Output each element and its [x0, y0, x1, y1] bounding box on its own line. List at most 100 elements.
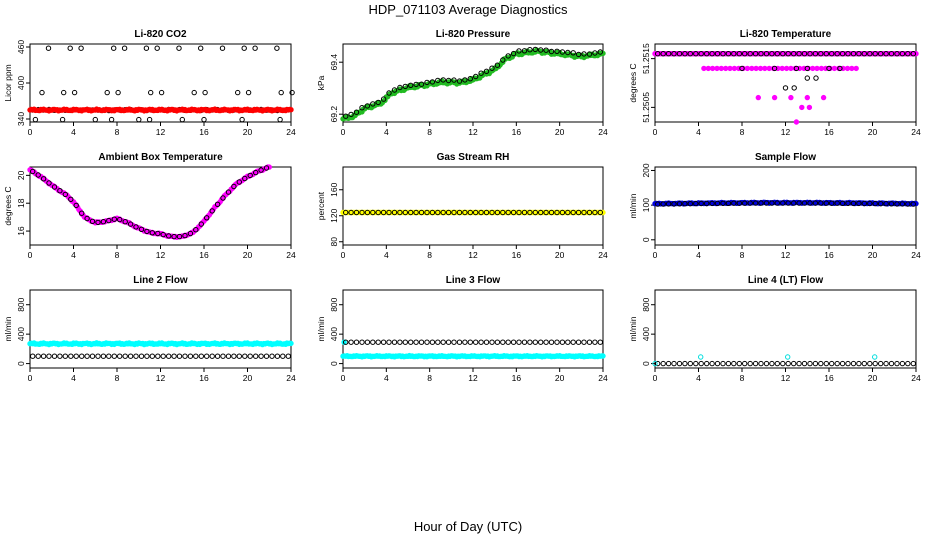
data-point [258, 353, 264, 359]
data-point [462, 339, 468, 345]
data-point [676, 360, 683, 367]
data-point [289, 89, 295, 96]
x-tick-label: 0 [653, 127, 658, 137]
data-point [570, 339, 576, 345]
y-tick-label: 18 [16, 198, 26, 208]
data-point [253, 169, 259, 176]
data-point [856, 51, 862, 57]
series-1 [30, 165, 270, 240]
data-point [143, 45, 150, 51]
data-point [413, 209, 419, 216]
data-point [527, 339, 533, 345]
y-axis-label: Licor ppm [3, 64, 13, 101]
data-point [725, 360, 732, 367]
x-tick-label: 8 [115, 250, 120, 260]
data-point [796, 51, 802, 57]
data-point [30, 168, 36, 175]
data-point [818, 200, 824, 206]
data-point [187, 353, 194, 359]
panel-ambient-box-temperature: Ambient Box Temperature 0 4 8 12 16 20 24 16 18 20… [3, 152, 296, 260]
data-point [581, 339, 587, 345]
data-point [136, 116, 142, 123]
data-point [397, 339, 403, 345]
x-tick-label: 20 [868, 373, 878, 383]
y-tick-label: 16 [16, 226, 26, 236]
data-point [829, 51, 835, 57]
data-point [878, 201, 884, 207]
data-point [397, 84, 403, 91]
data-point [478, 70, 484, 76]
x-tick-label: 24 [911, 250, 921, 260]
data-point [823, 360, 829, 367]
data-point [570, 50, 576, 56]
data-point [867, 200, 873, 207]
data-point [559, 49, 566, 55]
data-point [269, 353, 275, 359]
data-point [801, 360, 808, 367]
data-point [812, 51, 819, 57]
x-tick-label: 8 [740, 250, 745, 260]
data-point [166, 233, 172, 239]
data-point [581, 51, 587, 57]
data-point [655, 201, 661, 207]
data-point [473, 209, 479, 216]
data-point [92, 116, 99, 123]
data-point [35, 353, 41, 359]
data-point [440, 209, 446, 216]
data-point [111, 216, 118, 222]
data-point [79, 210, 85, 216]
data-point [375, 99, 381, 106]
y-tick-label: 340 [16, 112, 26, 126]
data-point [755, 94, 761, 101]
data-point [812, 200, 819, 206]
data-point [752, 360, 759, 367]
data-point [193, 353, 199, 359]
figure-title: HDP_071103 Average Diagnostics [368, 2, 568, 17]
data-point [538, 339, 544, 345]
data-point [872, 360, 878, 367]
data-point [731, 65, 738, 72]
data-point [771, 94, 778, 101]
x-tick-label: 8 [427, 127, 432, 137]
x-tick-label: 8 [115, 127, 120, 137]
data-point [418, 339, 425, 345]
data-point [225, 189, 232, 195]
data-point [671, 51, 677, 57]
data-point [742, 51, 748, 57]
data-point [364, 103, 371, 109]
data-point [30, 353, 36, 359]
data-point [731, 360, 737, 367]
data-point [402, 209, 408, 216]
data-point [839, 51, 846, 57]
data-point [370, 339, 376, 345]
data-point [910, 201, 916, 207]
data-point [149, 353, 156, 359]
x-tick-label: 16 [824, 373, 834, 383]
data-point [247, 353, 253, 359]
x-tick-label: 4 [696, 373, 701, 383]
data-point [861, 51, 867, 57]
data-point [46, 180, 52, 186]
data-point [84, 215, 90, 222]
data-point [853, 65, 859, 72]
data-point [182, 232, 188, 239]
panel-title: Line 3 Flow [446, 275, 501, 286]
data-point [138, 226, 145, 233]
data-point [693, 360, 699, 367]
data-point [505, 209, 511, 216]
data-point [413, 339, 419, 345]
data-point [456, 339, 463, 345]
data-point [769, 51, 775, 57]
x-tick-label: 0 [341, 373, 346, 383]
data-point [204, 353, 210, 359]
data-point [757, 65, 764, 72]
data-point [148, 89, 154, 96]
data-point [242, 175, 248, 182]
data-point [845, 360, 851, 367]
data-point [359, 105, 365, 111]
data-point [905, 360, 911, 367]
data-point [89, 353, 96, 359]
x-tick-label: 8 [427, 373, 432, 383]
data-point [510, 50, 517, 57]
